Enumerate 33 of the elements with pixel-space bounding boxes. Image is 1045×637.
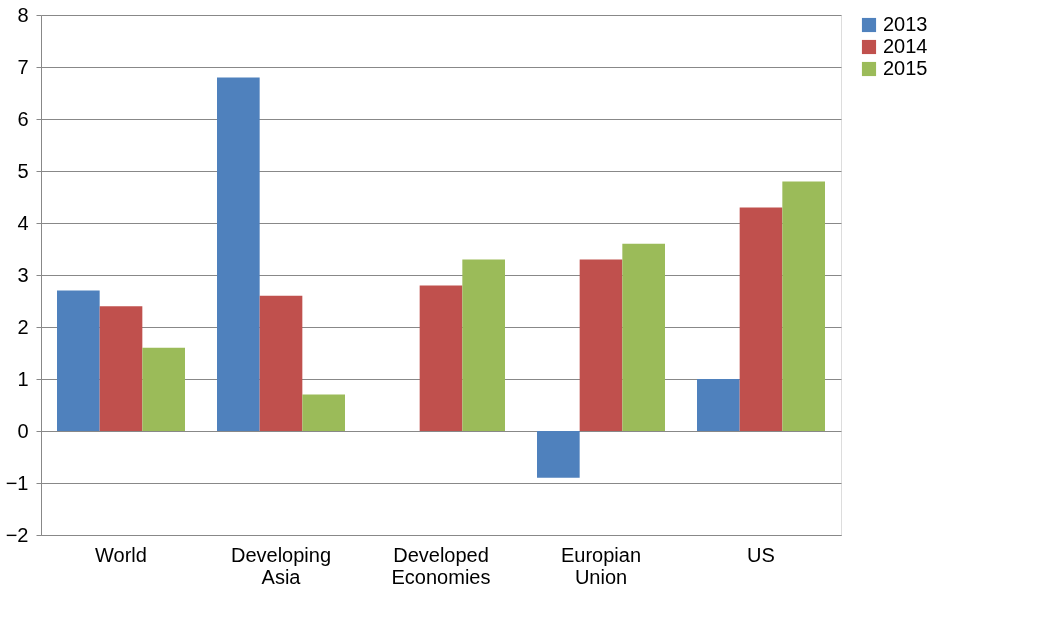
bar xyxy=(622,243,665,431)
bar xyxy=(739,207,783,431)
bar xyxy=(57,290,100,431)
y-tick-label: −2 xyxy=(5,523,29,546)
bar xyxy=(579,259,623,431)
y-tick-label: 0 xyxy=(17,419,29,442)
x-tick-label: Europian Union xyxy=(560,543,642,588)
bar xyxy=(697,379,740,431)
y-tick-label: 5 xyxy=(17,159,29,182)
bar xyxy=(419,285,463,431)
y-tick-label: 3 xyxy=(17,263,29,286)
y-tick-label: 1 xyxy=(17,367,29,390)
legend-label: 2014 xyxy=(883,35,928,57)
bar xyxy=(142,347,185,431)
x-tick-label: Developed Economies xyxy=(391,543,491,588)
y-tick-label: 7 xyxy=(17,55,29,78)
y-tick-label: 4 xyxy=(17,211,29,234)
bar xyxy=(462,259,505,431)
x-tick-label: Developing Asia xyxy=(230,543,332,588)
bar xyxy=(302,394,345,431)
legend-label: 2015 xyxy=(883,57,928,79)
y-tick-label: 8 xyxy=(17,3,29,26)
y-tick-label: 6 xyxy=(17,107,29,130)
bar xyxy=(217,77,260,431)
bar xyxy=(259,295,303,431)
legend-label: 2013 xyxy=(883,13,928,35)
bar xyxy=(782,181,825,431)
y-tick-label: −1 xyxy=(5,471,29,494)
y-tick-label: 2 xyxy=(17,315,29,338)
x-tick-label: World xyxy=(95,543,147,566)
bar xyxy=(537,431,580,478)
x-tick-label: US xyxy=(747,543,775,566)
bar xyxy=(99,306,143,431)
